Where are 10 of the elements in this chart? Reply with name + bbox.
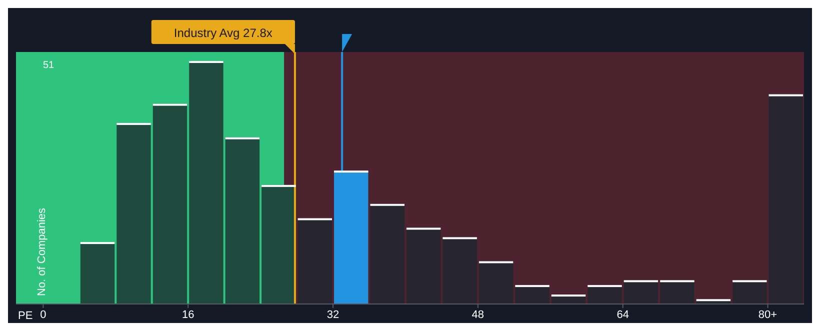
x-tick-label: 16 <box>182 308 194 321</box>
x-tick-label: 80+ <box>758 308 778 321</box>
x-tick-label: 48 <box>472 308 484 321</box>
x-tick-label: 32 <box>326 308 340 321</box>
x-tick-label: 0 <box>40 308 46 321</box>
x-axis-title: PE <box>18 310 33 322</box>
annotation: 51 <box>43 60 54 71</box>
ref-line-label: Industry Avg 27.8x <box>174 26 272 40</box>
y-axis-title: No. of Companies <box>36 208 48 296</box>
x-tick-label: 64 <box>616 308 629 321</box>
